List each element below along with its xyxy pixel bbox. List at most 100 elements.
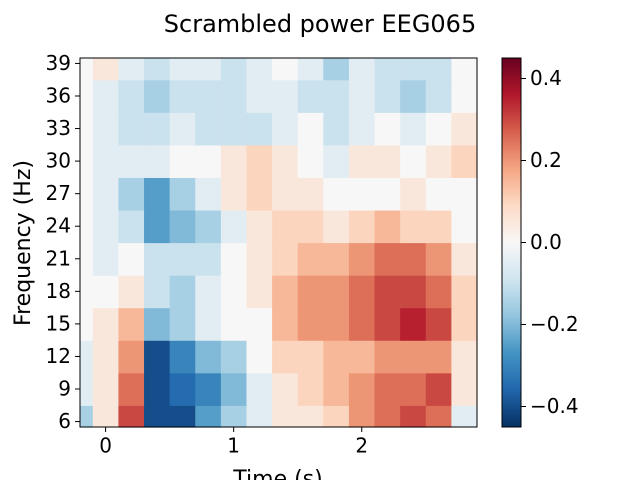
heatmap-cell [220,177,248,211]
plot-frame [79,57,478,428]
heatmap-cell [80,405,94,428]
heatmap-cell [80,112,94,146]
heatmap-cell [272,79,299,113]
x-tick-label: 2 [355,434,368,458]
heatmap-cell [425,177,452,211]
heatmap-cell [348,177,376,211]
heatmap-cell [374,405,401,428]
heatmap-cell [400,177,427,211]
heatmap-cell [451,275,478,309]
heatmap-cell [374,58,401,81]
heatmap-cell [246,144,273,178]
heatmap-cell [118,405,145,428]
y-axis-label: Frequency (Hz) [11,160,36,326]
heatmap-cell [348,372,376,406]
heatmap-cell [297,307,324,341]
heatmap-cell [323,307,350,341]
heatmap-cell [451,177,478,211]
heatmap-cell [348,340,376,374]
heatmap-cell [246,405,273,428]
y-tick-label: 39 [46,51,71,75]
heatmap-cell [246,79,273,113]
heatmap-cell [80,340,94,374]
x-axis: 0 1 2 [99,427,368,458]
heatmap-cell [400,275,427,309]
colorbar-tick-label: 0.4 [530,66,562,90]
heatmap-cell [374,177,401,211]
heatmap-cell [348,112,376,146]
heatmap-cell [144,144,171,178]
heatmap-cell [169,79,196,113]
heatmap-cell [323,372,350,406]
heatmap-cell [272,144,299,178]
y-tick-label: 12 [46,344,71,368]
colorbar-tick-label: 0.0 [530,230,562,254]
heatmap-cell [348,58,376,81]
heatmap-cell [400,340,427,374]
heatmap-cell [297,275,324,309]
heatmap-cell [92,242,120,276]
heatmap-cell [323,79,350,113]
heatmap-cell [323,242,350,276]
y-axis: 6 9 12 15 18 21 24 27 30 33 36 39 [46,51,80,433]
heatmap-cell [169,242,196,276]
y-tick-label: 15 [46,311,71,335]
heatmap-cell [169,144,196,178]
heatmap-cell [272,209,299,244]
heatmap-cell [425,144,452,178]
heatmap-cell [348,242,376,276]
heatmap-cell [400,79,427,113]
heatmap-cell [400,209,427,244]
heatmap-cell [425,209,452,244]
x-tick-label: 0 [99,434,112,458]
heatmap-cell [195,307,222,341]
heatmap-cell [144,307,171,341]
heatmap-cell [451,144,478,178]
heatmap-cell [272,340,299,374]
heatmap-cell [220,242,248,276]
heatmap-cell [348,405,376,428]
y-tick-label: 21 [46,246,71,270]
heatmap-cell [144,372,171,406]
heatmap-cell [425,112,452,146]
heatmap-cell [92,58,120,81]
heatmap-cell [297,209,324,244]
heatmap-cell [246,307,273,341]
y-tick-label: 30 [46,149,71,173]
heatmap-cell [297,372,324,406]
heatmap-cell [80,307,94,341]
heatmap-cell [246,209,273,244]
heatmap-cell [80,275,94,309]
heatmap-cell [80,372,94,406]
heatmap-cell [374,275,401,309]
chart-title: Scrambled power EEG065 [164,10,476,38]
heatmap-cell [220,372,248,406]
heatmap-cell [80,242,94,276]
heatmap-cell [425,307,452,341]
heatmap-cell [195,79,222,113]
heatmap-cell [272,177,299,211]
heatmap-cell [195,340,222,374]
heatmap-cell [118,209,145,244]
y-tick-label: 27 [46,181,71,205]
heatmap-cell [220,79,248,113]
heatmap-cell [400,307,427,341]
heatmap-cell [92,307,120,341]
heatmap-cell [374,372,401,406]
heatmap-cell [374,144,401,178]
heatmap-cell [220,307,248,341]
heatmap-cell [80,209,94,244]
heatmap-cell [246,372,273,406]
heatmap-cell [92,177,120,211]
heatmap-cell [297,405,324,428]
heatmap-cell [118,242,145,276]
heatmap-cell [323,112,350,146]
heatmap-cell [195,275,222,309]
heatmap-cell [169,177,196,211]
heatmap-cell [118,144,145,178]
heatmap-cell [297,242,324,276]
heatmap-cell [220,275,248,309]
heatmap-cell [272,275,299,309]
heatmap-cell [272,405,299,428]
heatmap-cell [144,79,171,113]
